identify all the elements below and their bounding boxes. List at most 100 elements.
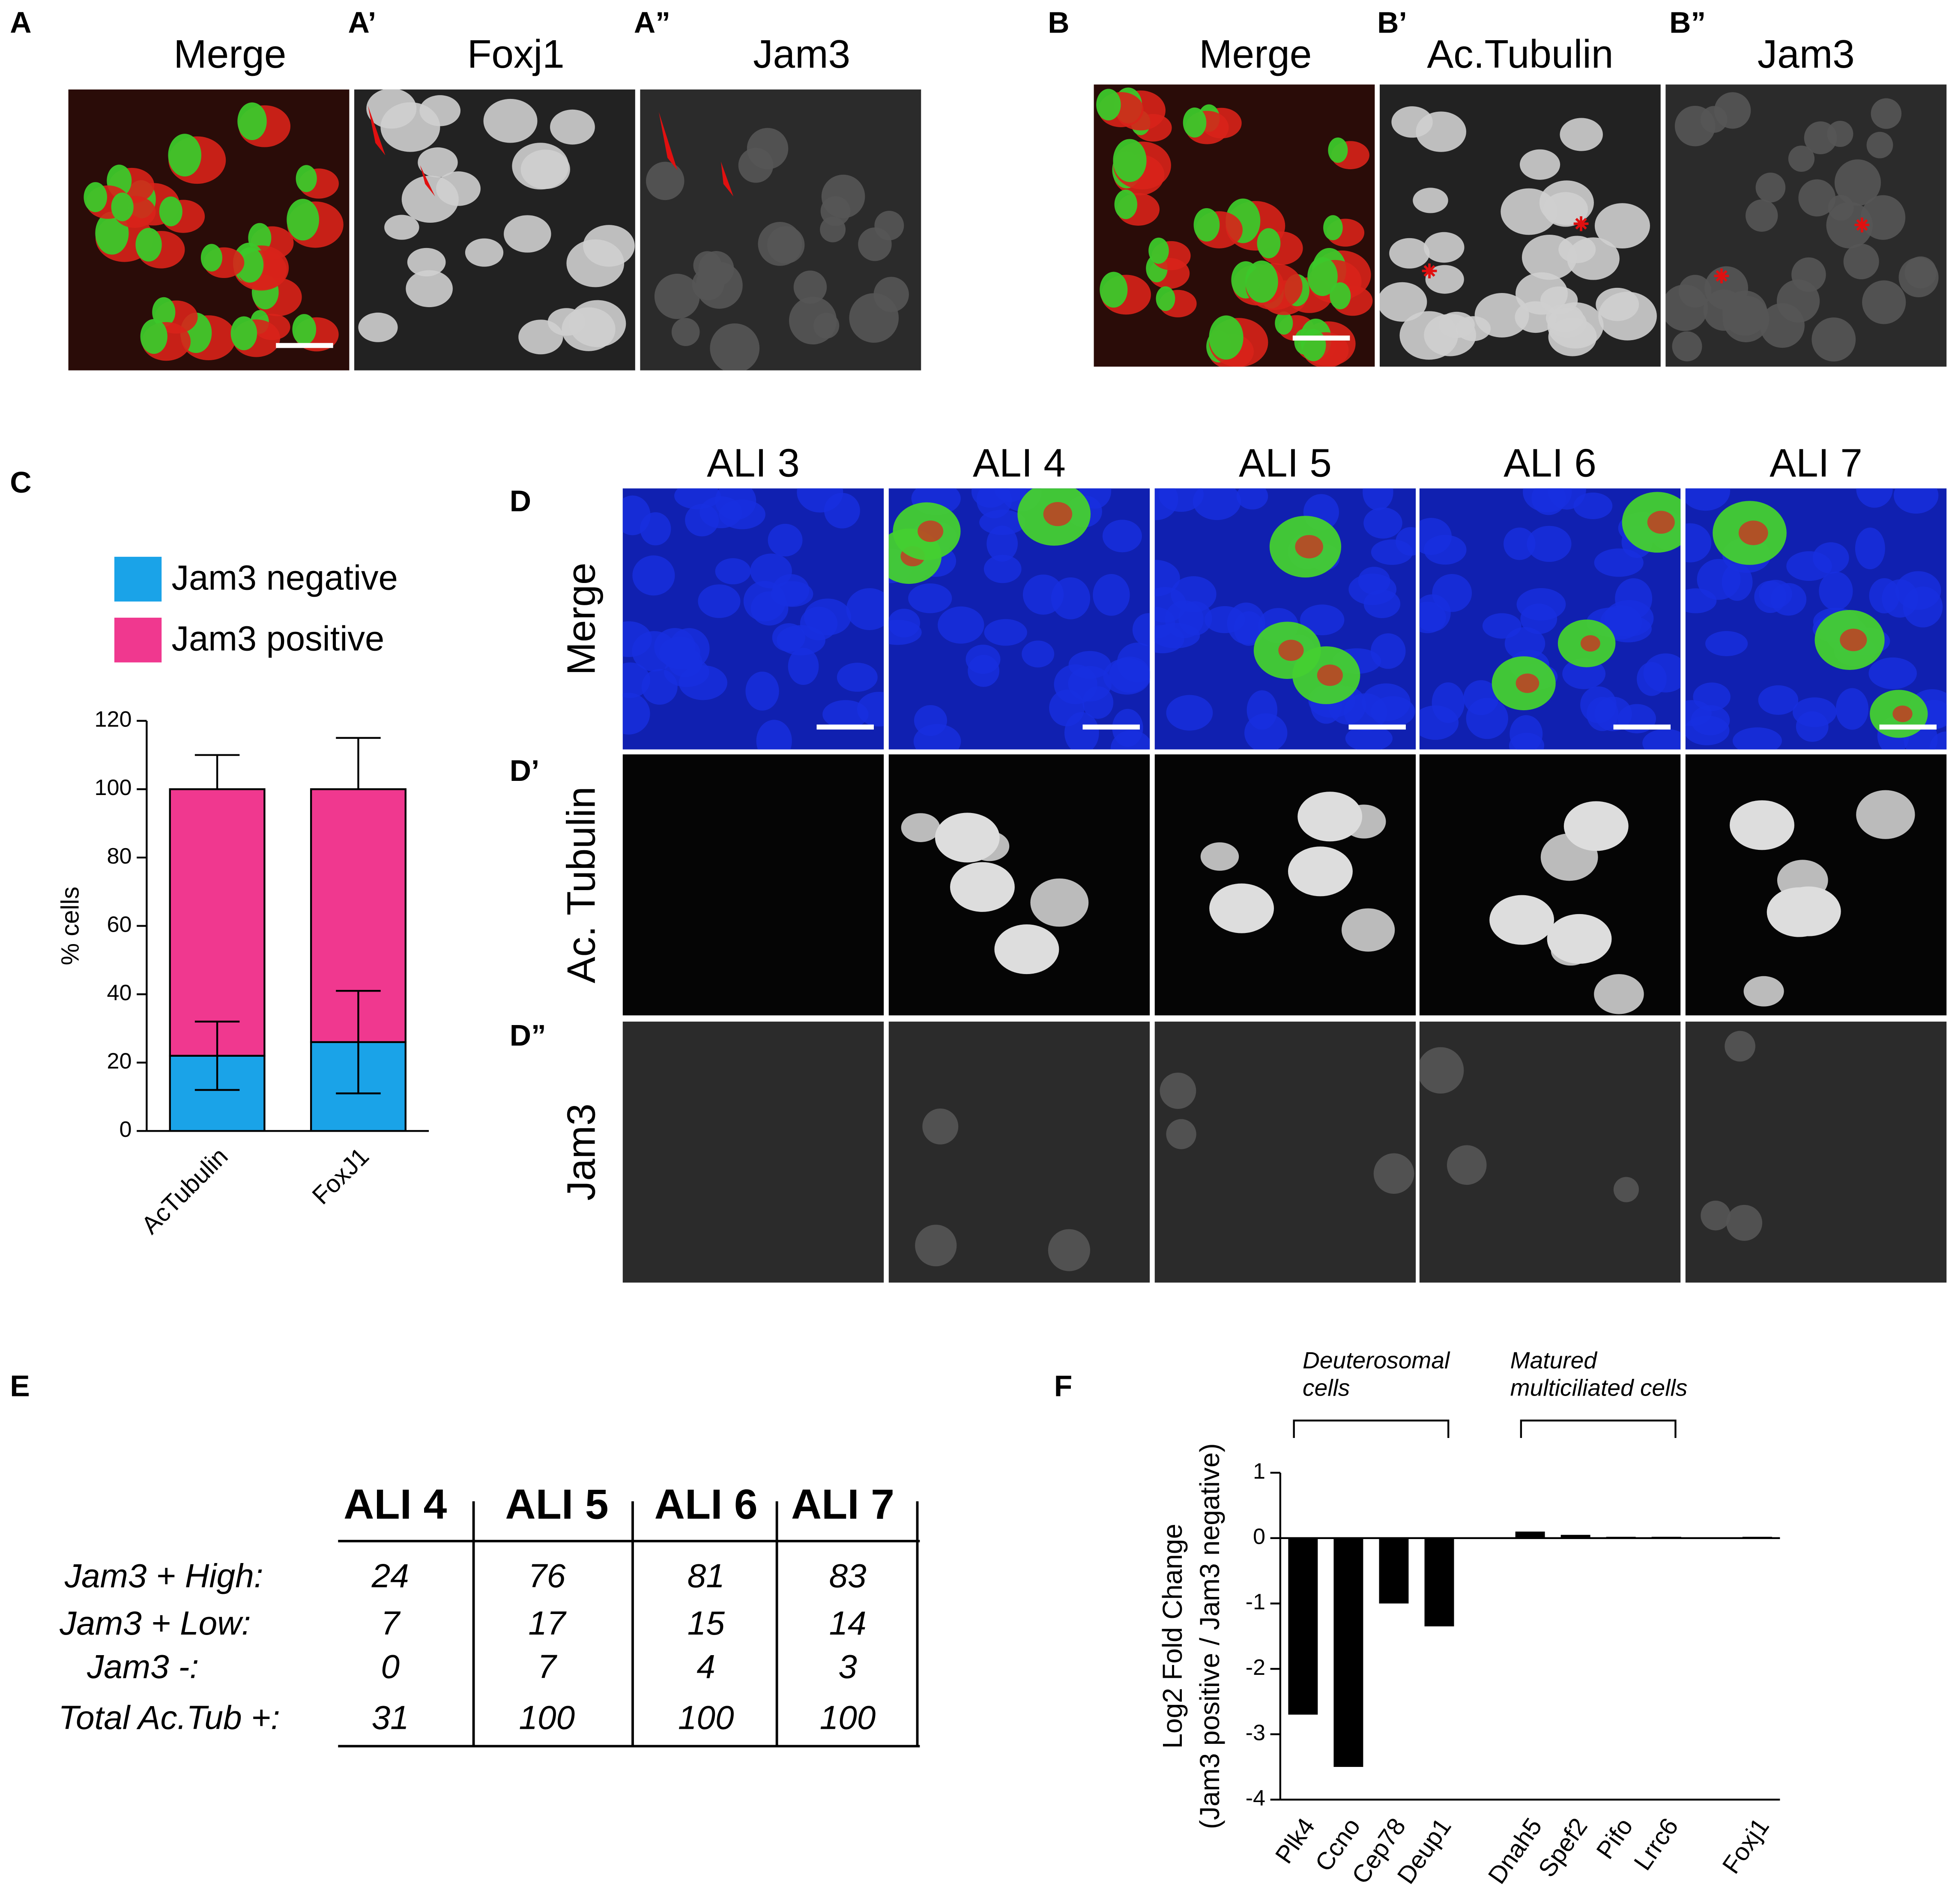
cell <box>1447 1145 1487 1185</box>
cell <box>1904 256 1937 289</box>
table-cell: 24 <box>371 1557 409 1595</box>
cell <box>1389 238 1430 269</box>
cell <box>407 248 446 277</box>
cell <box>1871 98 1902 129</box>
asterisk <box>1854 217 1870 233</box>
cell <box>1148 237 1169 264</box>
nucleus <box>913 724 961 750</box>
nucleus <box>1154 560 1180 597</box>
cell <box>1730 800 1794 850</box>
nucleus <box>1796 711 1829 742</box>
cell <box>918 520 944 542</box>
table-cell: 15 <box>688 1604 725 1642</box>
annotation: cells <box>1303 1374 1350 1401</box>
nucleus <box>685 504 719 537</box>
cell <box>1209 315 1244 360</box>
cell <box>465 238 504 267</box>
cell <box>287 199 319 241</box>
cell <box>1672 331 1702 362</box>
panel-label: D’ <box>510 754 540 787</box>
nucleus <box>1504 527 1536 560</box>
cell <box>1156 286 1175 311</box>
table-header: ALI 4 <box>344 1481 447 1528</box>
image-content <box>888 488 1150 750</box>
bar <box>1288 1538 1318 1715</box>
cell <box>236 247 264 283</box>
cell <box>1300 329 1326 362</box>
cell <box>1760 303 1805 348</box>
micrograph <box>1379 84 1661 367</box>
cell <box>1278 640 1304 661</box>
cell <box>935 813 1000 863</box>
nucleus <box>1166 695 1213 731</box>
y-tick-label: 0 <box>120 1117 132 1142</box>
cell <box>1288 846 1353 897</box>
cell <box>1743 976 1784 1007</box>
cell <box>483 99 538 143</box>
image-content <box>1160 1073 1414 1194</box>
image-content <box>915 1108 1090 1271</box>
nucleus <box>1594 548 1644 577</box>
cell <box>646 161 685 200</box>
nucleus <box>938 606 984 644</box>
cell <box>1598 292 1657 341</box>
asterisk <box>1422 263 1437 278</box>
cell <box>1245 260 1278 303</box>
micrograph <box>640 89 921 371</box>
cell <box>296 165 317 192</box>
cell <box>84 182 108 212</box>
nucleus <box>1547 488 1586 510</box>
cell <box>1746 199 1778 232</box>
panel-label: B <box>1048 6 1069 39</box>
image-title: Foxj1 <box>467 32 565 76</box>
y-tick-label: 60 <box>107 912 132 937</box>
cell <box>1594 203 1650 248</box>
cell <box>135 227 162 262</box>
cell <box>358 312 398 342</box>
table-cell: 17 <box>528 1604 567 1642</box>
y-tick-label: 20 <box>107 1049 132 1074</box>
cell <box>671 318 700 346</box>
cell <box>1399 311 1459 360</box>
nucleus <box>804 598 851 636</box>
nucleus <box>1685 523 1712 562</box>
cell <box>922 1108 959 1145</box>
column-title: ALI 3 <box>707 441 800 485</box>
cell <box>1516 673 1539 693</box>
cell <box>1678 275 1712 308</box>
cell <box>994 924 1059 974</box>
micrograph <box>1419 754 1681 1016</box>
nucleus <box>632 555 675 596</box>
bracket <box>1293 1420 1450 1438</box>
y-tick-label: 40 <box>107 980 132 1005</box>
cell <box>1328 137 1348 163</box>
nucleus <box>1882 579 1919 618</box>
image-content <box>358 89 635 355</box>
cell <box>140 319 167 354</box>
cell <box>1297 792 1363 842</box>
image-content <box>1096 87 1373 367</box>
panel-label: A <box>10 6 31 39</box>
cell <box>1257 228 1281 259</box>
table-cell: 7 <box>381 1604 401 1642</box>
asterisk <box>1573 216 1589 231</box>
nucleus <box>1516 588 1566 621</box>
cell <box>111 192 134 221</box>
y-tick-label: 0 <box>1253 1524 1265 1549</box>
micrograph <box>1685 488 1947 750</box>
cell <box>512 143 569 190</box>
nucleus <box>1022 574 1064 615</box>
nucleus <box>1064 712 1099 750</box>
micrograph <box>1685 1021 1947 1283</box>
cell <box>401 176 459 223</box>
nucleus <box>1855 527 1885 569</box>
table-cell: 100 <box>678 1698 734 1736</box>
nucleus <box>908 583 952 613</box>
micrograph <box>354 89 635 371</box>
image-background <box>1685 1021 1947 1283</box>
cell <box>874 211 904 241</box>
nucleus <box>1193 488 1241 520</box>
cell <box>1275 311 1293 335</box>
image-content <box>1701 1031 1763 1241</box>
bracket <box>1520 1420 1677 1438</box>
